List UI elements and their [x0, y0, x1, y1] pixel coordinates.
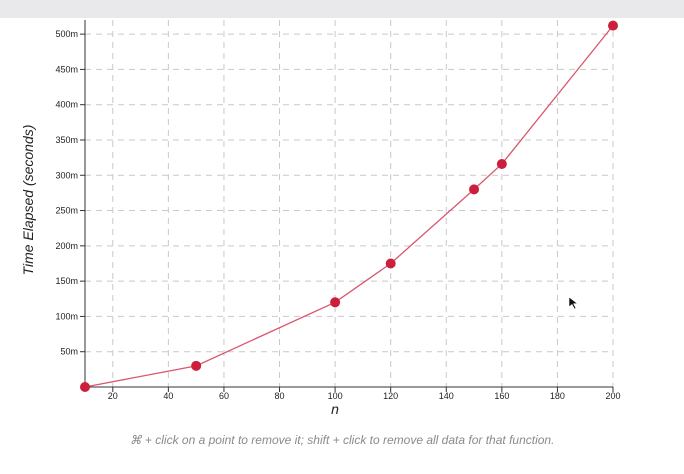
grid — [85, 20, 614, 387]
y-tick-label: 300m — [55, 170, 78, 180]
y-axis-title: Time Elapsed (seconds) — [20, 125, 36, 276]
window-top-bar — [0, 0, 684, 18]
y-tick-label: 200m — [55, 241, 78, 251]
x-tick-label: 180 — [550, 391, 565, 401]
x-tick-label: 80 — [275, 391, 285, 401]
data-point[interactable] — [330, 297, 341, 308]
y-tick-label: 150m — [55, 276, 78, 286]
data-point[interactable] — [80, 382, 90, 392]
x-tick-label: 40 — [163, 391, 173, 401]
x-tick-label: 100 — [328, 391, 343, 401]
y-tick-label: 350m — [55, 135, 78, 145]
hint-text: ⌘ + click on a point to remove it; shift… — [129, 433, 555, 447]
y-tick-label: 50m — [60, 347, 78, 357]
x-tick-label: 120 — [383, 391, 398, 401]
x-tick-label: 20 — [108, 391, 118, 401]
x-tick-label: 200 — [605, 391, 620, 401]
y-tick-label: 250m — [55, 206, 78, 216]
tick-labels: 20 40 60 80 100 120 140 160 180 200 50m 100m 150m 200… — [55, 29, 620, 401]
x-tick-label: 60 — [219, 391, 229, 401]
data-point[interactable] — [496, 158, 507, 169]
data-point[interactable] — [469, 184, 480, 195]
x-tick-label: 160 — [494, 391, 509, 401]
y-tick-label: 400m — [55, 100, 78, 110]
arrow-cursor-icon — [568, 296, 579, 310]
x-axis-title: n — [331, 401, 339, 417]
x-tick-label: 140 — [439, 391, 454, 401]
y-tick-label: 450m — [55, 64, 78, 74]
series — [80, 20, 618, 392]
data-point[interactable] — [608, 20, 618, 31]
axes — [80, 20, 614, 392]
y-tick-label: 500m — [55, 29, 78, 39]
y-tick-label: 100m — [55, 311, 78, 321]
data-point[interactable] — [385, 258, 396, 269]
series-line — [84, 25, 614, 388]
data-point[interactable] — [191, 360, 202, 371]
